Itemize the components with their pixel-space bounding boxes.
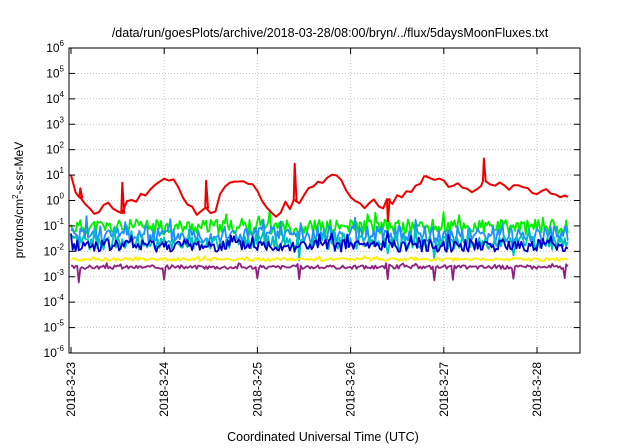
x-tick-label: 2018-3-24 bbox=[157, 362, 171, 417]
y-axis-label-pre: protons/cm bbox=[12, 199, 26, 258]
x-tick-label: 2018-3-26 bbox=[344, 362, 358, 417]
y-tick-label: 10-3 bbox=[44, 268, 65, 284]
y-axis-label-post: -s-sr-MeV bbox=[12, 142, 26, 195]
x-tick-label: 2018-3-27 bbox=[437, 362, 451, 417]
y-tick-label: 106 bbox=[46, 39, 64, 55]
y-tick-label: 10-4 bbox=[44, 293, 65, 309]
x-tick-label: 2018-3-28 bbox=[530, 362, 544, 417]
y-tick-label: 10-6 bbox=[44, 344, 65, 360]
y-tick-label: 10-2 bbox=[44, 242, 65, 258]
x-tick-label: 2018-3-25 bbox=[250, 362, 264, 417]
chart-title: /data/run/goesPlots/archive/2018-03-28/0… bbox=[112, 26, 549, 40]
series-line-7 bbox=[70, 262, 569, 284]
y-axis-label: protons/cm2-s-sr-MeV bbox=[11, 142, 26, 258]
series-group bbox=[70, 157, 569, 284]
y-tick-label: 102 bbox=[46, 141, 64, 157]
x-axis-ticks: 2018-3-23 2018-3-24 2018-3-25 2018-3-26 2018… bbox=[64, 48, 544, 417]
grid-lines bbox=[69, 48, 580, 353]
y-tick-label: 10-1 bbox=[44, 217, 65, 233]
y-tick-label: 10-5 bbox=[44, 319, 65, 335]
y-axis-ticks: 10-6 10-5 10-4 10-3 10-2 10-1 100 101 102 103 104 1… bbox=[44, 39, 580, 360]
series-line-6 bbox=[70, 255, 569, 262]
y-tick-label: 101 bbox=[46, 166, 64, 182]
series-line-1 bbox=[70, 157, 569, 223]
y-tick-label: 104 bbox=[46, 90, 64, 106]
y-tick-label: 103 bbox=[46, 115, 64, 131]
series-line-2 bbox=[70, 209, 569, 236]
y-axis-label-sup: 2 bbox=[11, 194, 20, 199]
y-tick-label: 105 bbox=[46, 64, 64, 80]
x-tick-label: 2018-3-23 bbox=[64, 362, 78, 417]
x-axis-label: Coordinated Universal Time (UTC) bbox=[227, 430, 419, 444]
y-tick-label: 100 bbox=[46, 192, 64, 208]
series-line-5 bbox=[70, 230, 569, 253]
